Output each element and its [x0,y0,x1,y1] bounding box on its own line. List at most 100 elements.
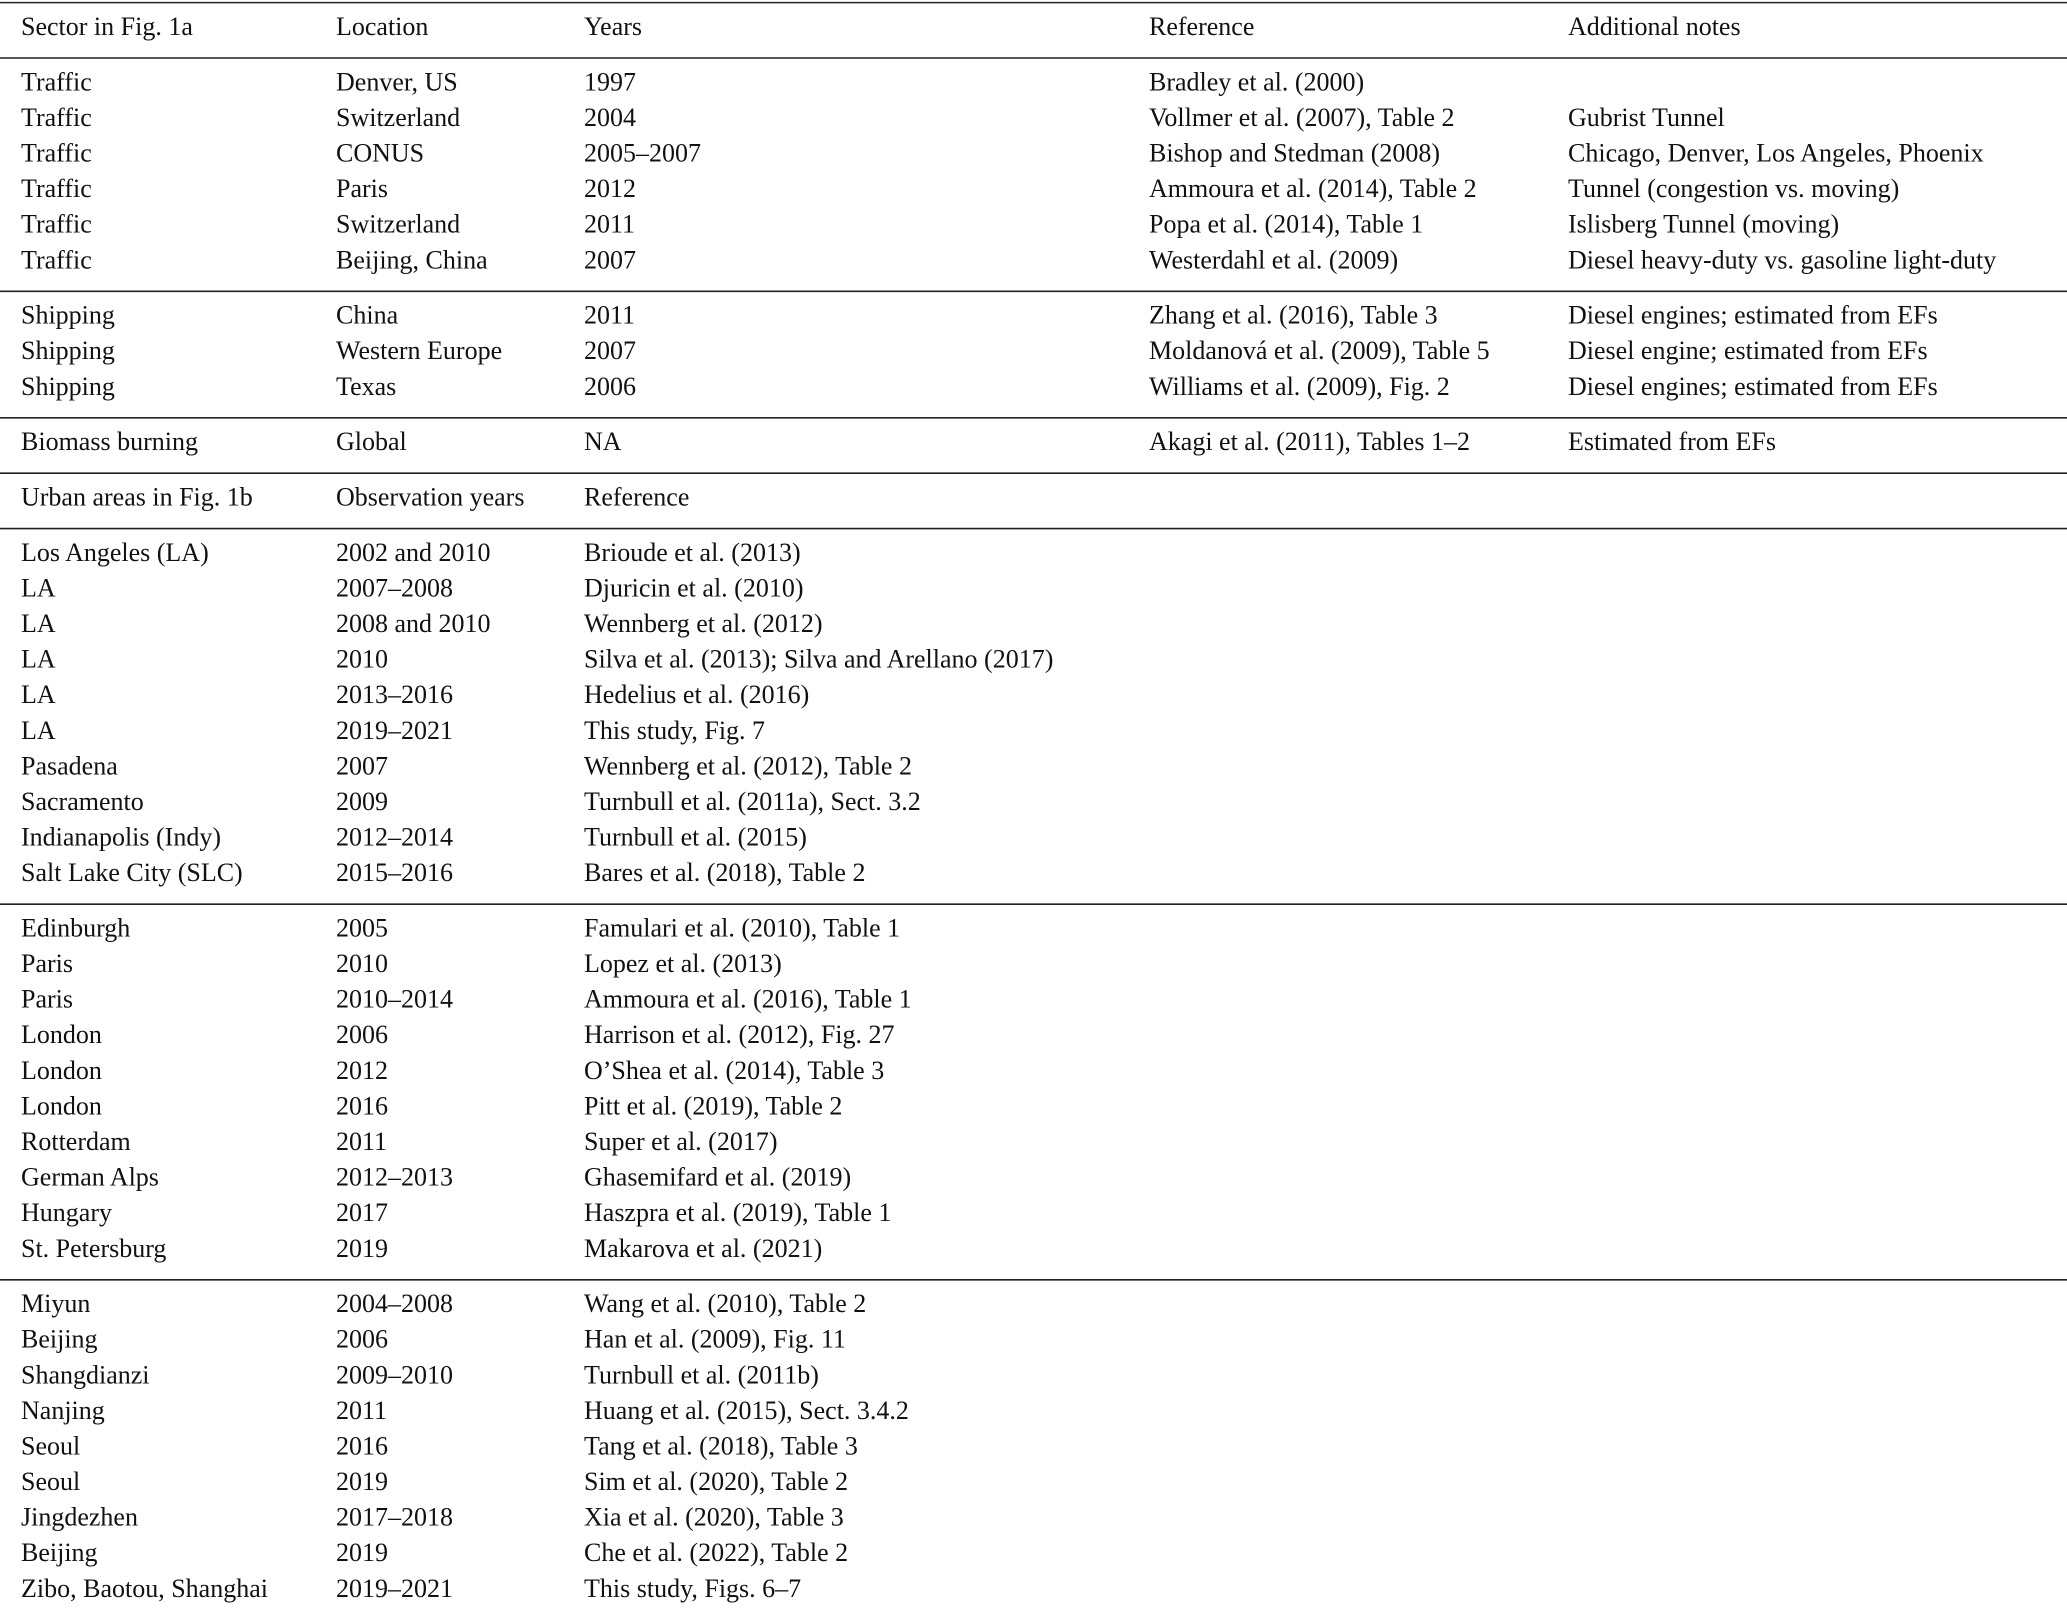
table-cell: Popa et al. (2014), Table 1 [1149,210,1423,239]
table-cell: Shangdianzi [21,1360,150,1389]
table-cell: Ammoura et al. (2014), Table 2 [1149,174,1477,203]
table-cell: Diesel engines; estimated from EFs [1568,301,1938,330]
table-cell: Traffic [21,103,92,132]
table-cell: 2016 [336,1091,388,1120]
table-cell: 2005–2007 [584,138,701,167]
table-cell: Hungary [21,1198,112,1227]
table-cell: Paris [21,949,73,978]
header-cell: Additional notes [1568,12,1741,41]
table-cell: Estimated from EFs [1568,427,1776,456]
table-cell: Han et al. (2009), Fig. 11 [584,1325,846,1354]
table-cell: 2007 [584,336,636,365]
table-cell: Western Europe [336,336,502,365]
header-cell: Urban areas in Fig. 1b [21,482,253,511]
table-cell: Denver, US [336,67,458,96]
table-cell: Jingdezhen [21,1503,138,1532]
table-cell: Diesel heavy-duty vs. gasoline light-dut… [1568,245,1996,274]
table-cell: Gubrist Tunnel [1568,103,1725,132]
table-cell: Switzerland [336,210,460,239]
table-cell: Paris [336,174,388,203]
table-cell: 2007 [336,751,388,780]
table-cell: Los Angeles (LA) [21,538,209,567]
table-cell: London [21,1020,102,1049]
table-cell: Brioude et al. (2013) [584,538,801,567]
header-cell: Sector in Fig. 1a [21,12,193,41]
table-cell: Diesel engines; estimated from EFs [1568,372,1938,401]
table-cell: LA [21,680,56,709]
table-cell: LA [21,645,56,674]
table-cell: 2007 [584,245,636,274]
table-cell: Akagi et al. (2011), Tables 1–2 [1149,427,1470,456]
table-cell: Salt Lake City (SLC) [21,858,243,887]
table-cell: Wennberg et al. (2012) [584,609,823,638]
table-cell: Bradley et al. (2000) [1149,67,1364,96]
table-cell: Lopez et al. (2013) [584,949,782,978]
header-cell: Reference [584,482,689,511]
table-cell: St. Petersburg [21,1234,166,1263]
table-cell: 2012 [584,174,636,203]
table-cell: LA [21,609,56,638]
table-cell: Shipping [21,372,115,401]
table-cell: 2007–2008 [336,573,453,602]
table-cell: Silva et al. (2013); Silva and Arellano … [584,645,1053,674]
table-cell: Traffic [21,67,92,96]
table-cell: Bares et al. (2018), Table 2 [584,858,865,887]
table-cell: Beijing, China [336,245,488,274]
table-cell: 2017 [336,1198,388,1227]
table-cell: 2011 [584,301,635,330]
table-cell: 2019 [336,1467,388,1496]
table-cell: Global [336,427,407,456]
header-cell: Reference [1149,12,1254,41]
table-cell: 2004–2008 [336,1289,453,1318]
table-cell: 2010–2014 [336,985,453,1014]
table-cell: Edinburgh [21,913,130,942]
table-cell: 2012–2013 [336,1163,453,1192]
header-cell: Location [336,12,428,41]
table-cell: Haszpra et al. (2019), Table 1 [584,1198,891,1227]
table-cell: Shipping [21,301,115,330]
table-cell: CONUS [336,138,424,167]
table-cell: LA [21,573,56,602]
table-cell: Huang et al. (2015), Sect. 3.4.2 [584,1396,909,1425]
table-cell: Wennberg et al. (2012), Table 2 [584,751,912,780]
table-cell: China [336,301,399,330]
table-cell: Che et al. (2022), Table 2 [584,1538,848,1567]
table-cell: Wang et al. (2010), Table 2 [584,1289,866,1318]
table-cell: Texas [336,372,396,401]
table-cell: 2009 [336,787,388,816]
table-cell: Tang et al. (2018), Table 3 [584,1431,858,1460]
table-cell: 2010 [336,645,388,674]
table-cell: 2019–2021 [336,1574,453,1603]
table-cell: Sacramento [21,787,144,816]
table-cell: Diesel engine; estimated from EFs [1568,336,1928,365]
table-cell: Turnbull et al. (2015) [584,823,807,852]
table-cell: Zhang et al. (2016), Table 3 [1149,301,1438,330]
header-cell: Observation years [336,482,524,511]
table-cell: Moldanová et al. (2009), Table 5 [1149,336,1490,365]
table-cell: 2012 [336,1056,388,1085]
table-cell: This study, Figs. 6–7 [584,1574,801,1603]
table-cell: Indianapolis (Indy) [21,823,221,852]
table-cell: Ghasemifard et al. (2019) [584,1163,851,1192]
table-cell: Ammoura et al. (2016), Table 1 [584,985,912,1014]
table-cell: Williams et al. (2009), Fig. 2 [1149,372,1450,401]
table-cell: Bishop and Stedman (2008) [1149,138,1440,167]
table-cell: Super et al. (2017) [584,1127,778,1156]
table-cell: Seoul [21,1431,80,1460]
table-cell: 2009–2010 [336,1360,453,1389]
table-cell: London [21,1056,102,1085]
table-cell: Zibo, Baotou, Shanghai [21,1574,268,1603]
table-cell: London [21,1091,102,1120]
table-cell: 2015–2016 [336,858,453,887]
table-cell: Turnbull et al. (2011b) [584,1360,819,1389]
table-cell: 2010 [336,949,388,978]
table-cell: Harrison et al. (2012), Fig. 27 [584,1020,895,1049]
table-cell: Beijing [21,1538,98,1567]
table-cell: Seoul [21,1467,80,1496]
table-cell: 1997 [584,67,636,96]
table-cell: Islisberg Tunnel (moving) [1568,210,1839,239]
table-cell: Pasadena [21,751,118,780]
table-cell: Paris [21,985,73,1014]
table-cell: 2006 [336,1325,388,1354]
